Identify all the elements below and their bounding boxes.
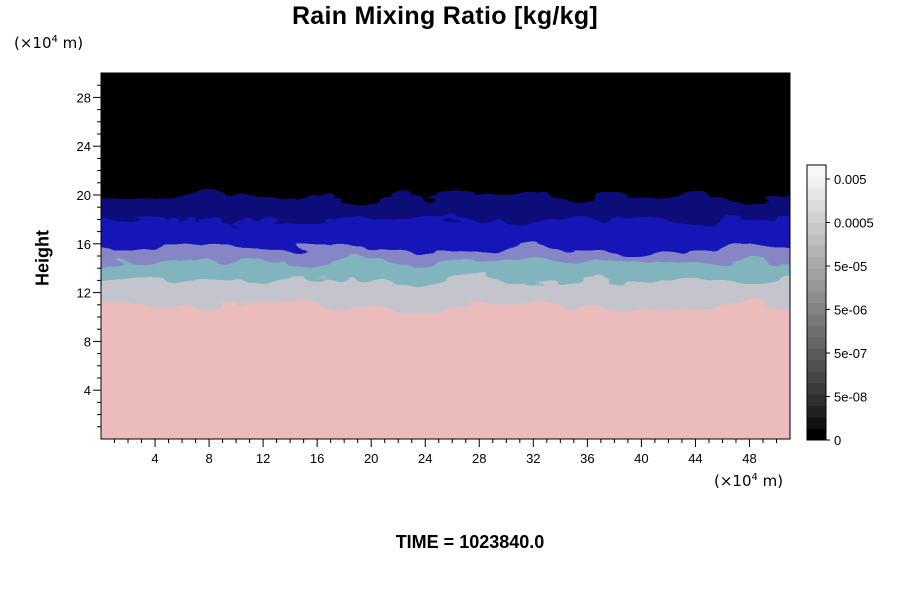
y-tick-label: 16 bbox=[77, 237, 91, 252]
colorbar-swatch bbox=[807, 279, 826, 292]
colorbar-swatch bbox=[807, 268, 826, 281]
x-tick-label: 48 bbox=[742, 451, 756, 466]
colorbar-swatch bbox=[807, 394, 826, 407]
x-tick-label: 20 bbox=[364, 451, 378, 466]
colorbar-label: 0.0005 bbox=[834, 216, 874, 231]
colorbar-label: 5e-07 bbox=[834, 346, 867, 361]
colorbar: 0.005 0.0005 5e-05 5e-06 5e-07 5e-08 0 bbox=[806, 164, 874, 448]
colorbar-frame bbox=[806, 164, 827, 441]
x-tick-label: 24 bbox=[418, 451, 432, 466]
colorbar-label: 5e-08 bbox=[834, 390, 867, 405]
colorbar-swatch bbox=[807, 371, 826, 384]
colorbar-swatch bbox=[807, 348, 826, 361]
chart-title: Rain Mixing Ratio [kg/kg] bbox=[291, 2, 599, 30]
colorbar-swatch bbox=[807, 405, 826, 418]
colorbar-swatch bbox=[807, 336, 826, 349]
colorbar-swatch bbox=[807, 256, 826, 269]
x-tick-label: 4 bbox=[151, 451, 158, 466]
x-tick-label: 44 bbox=[688, 451, 702, 466]
field-band-floor bbox=[101, 317, 790, 439]
colorbar-swatch bbox=[807, 302, 826, 315]
colorbar-swatch bbox=[807, 222, 826, 235]
y-tick-label: 8 bbox=[84, 334, 91, 349]
x-tick-label: 32 bbox=[526, 451, 540, 466]
colorbar-swatch bbox=[807, 233, 826, 246]
y-tick-label: 4 bbox=[84, 383, 91, 398]
x-tick-label: 12 bbox=[256, 451, 270, 466]
colorbar-label: 5e-05 bbox=[834, 259, 867, 274]
colorbar-label: 0 bbox=[834, 433, 841, 448]
y-tick-label: 12 bbox=[77, 286, 91, 301]
x-tick-label: 28 bbox=[472, 451, 486, 466]
x-tick-label: 36 bbox=[580, 451, 594, 466]
colorbar-swatch bbox=[807, 428, 826, 441]
colorbar-label: 5e-06 bbox=[834, 303, 867, 318]
x-tick-label: 8 bbox=[205, 451, 212, 466]
x-tick-label: 16 bbox=[310, 451, 324, 466]
colorbar-swatch bbox=[807, 199, 826, 212]
colorbar-label: 0.005 bbox=[834, 172, 867, 187]
colorbar-swatch bbox=[807, 291, 826, 303]
colorbar-swatch bbox=[807, 313, 826, 326]
y-tick-label: 20 bbox=[77, 188, 91, 203]
y-tick-label: 28 bbox=[77, 90, 91, 105]
time-label: TIME = 1023840.0 bbox=[395, 532, 545, 552]
y-tick-label: 24 bbox=[77, 139, 91, 154]
x-axis-unit: (×104 m) bbox=[714, 472, 784, 490]
colorbar-swatch bbox=[807, 210, 826, 223]
y-axis-unit: (×104 m) bbox=[14, 34, 84, 52]
colorbar-swatch bbox=[807, 417, 826, 430]
colorbar-swatch bbox=[807, 176, 826, 189]
mixing-ratio-field bbox=[101, 73, 790, 439]
colorbar-swatch bbox=[807, 245, 826, 258]
colorbar-swatch bbox=[807, 165, 826, 177]
x-tick-label: 40 bbox=[634, 451, 648, 466]
colorbar-swatch bbox=[807, 187, 826, 200]
colorbar-swatch bbox=[807, 325, 826, 338]
colorbar-swatch bbox=[807, 382, 826, 395]
colorbar-swatch bbox=[807, 359, 826, 372]
